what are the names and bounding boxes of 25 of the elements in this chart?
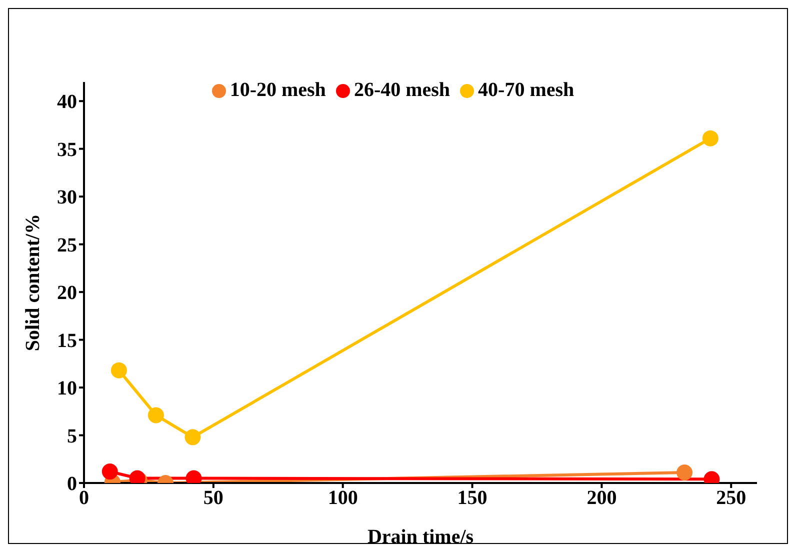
point	[676, 464, 693, 480]
point	[102, 464, 118, 480]
point	[702, 130, 718, 146]
x-tick-label: 150	[457, 487, 488, 510]
point	[148, 407, 164, 424]
y-axis-title: Solid content/%	[22, 214, 44, 352]
x-tick-label: 100	[328, 487, 358, 510]
x-axis-title: Drain time/s	[367, 526, 474, 548]
x-tick-label: 50	[203, 487, 224, 510]
y-tick-label: 15	[57, 330, 77, 352]
y-tick-label: 20	[57, 282, 77, 304]
legend-label: 10-20 mesh	[230, 79, 326, 101]
legend-label: 26-40 mesh	[354, 79, 450, 101]
y-tick-label: 5	[67, 425, 77, 448]
point	[110, 362, 127, 378]
x-tick-label: 250	[716, 487, 746, 510]
y-tick-label: 40	[57, 91, 77, 114]
y-tick-label: 10	[57, 378, 77, 400]
y-tick-label: 35	[57, 138, 77, 161]
legend-label: 40-70 mesh	[478, 79, 574, 101]
x-tick-label: 200	[586, 487, 617, 510]
y-tick-label: 25	[57, 234, 77, 256]
y-tick-label: 0	[67, 473, 77, 496]
y-tick-label: 30	[57, 186, 77, 209]
point	[184, 429, 201, 446]
